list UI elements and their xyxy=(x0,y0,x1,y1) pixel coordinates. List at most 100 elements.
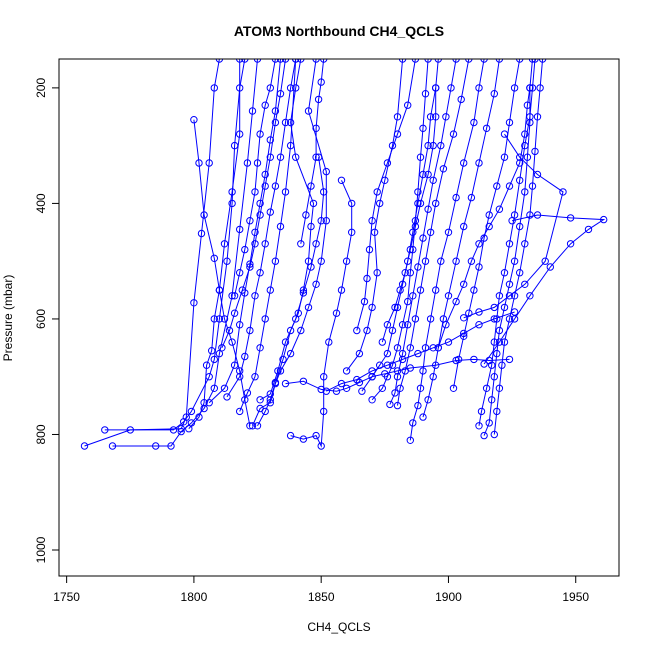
data-point xyxy=(480,59,488,63)
data-point xyxy=(566,240,575,248)
data-point xyxy=(482,384,491,392)
data-point xyxy=(200,399,208,407)
data-point xyxy=(452,59,460,63)
series-30 xyxy=(230,59,280,300)
data-point xyxy=(271,118,280,127)
data-point xyxy=(393,373,402,381)
series-20 xyxy=(406,59,488,444)
data-point xyxy=(228,188,236,196)
data-point xyxy=(386,400,394,409)
series-31 xyxy=(218,59,290,352)
y-tick-label: 400 xyxy=(34,193,48,213)
data-point xyxy=(223,393,231,401)
series-14 xyxy=(342,59,407,375)
data-point xyxy=(297,240,305,248)
data-point xyxy=(348,199,356,208)
data-point xyxy=(393,401,402,410)
data-point xyxy=(477,407,486,416)
data-point xyxy=(495,205,504,213)
data-point xyxy=(317,217,325,225)
data-point xyxy=(442,321,450,329)
data-point xyxy=(442,113,450,121)
data-point xyxy=(495,326,504,335)
data-point xyxy=(493,315,501,323)
data-point xyxy=(307,182,315,190)
data-point xyxy=(493,349,501,358)
data-point xyxy=(368,303,376,312)
data-point xyxy=(220,240,229,248)
data-point xyxy=(253,422,262,430)
data-point xyxy=(299,435,308,443)
data-point xyxy=(432,84,440,92)
data-point xyxy=(312,153,320,161)
data-point xyxy=(495,338,504,346)
data-point xyxy=(208,347,216,355)
x-tick-label: 1750 xyxy=(53,590,80,604)
data-point xyxy=(299,286,308,294)
data-point xyxy=(80,442,89,450)
data-point xyxy=(368,367,376,375)
data-point xyxy=(546,263,554,271)
series-line xyxy=(259,157,325,401)
data-point xyxy=(559,188,567,196)
data-point xyxy=(322,387,330,395)
data-point xyxy=(516,176,524,185)
data-point xyxy=(195,159,203,167)
data-point xyxy=(401,269,409,277)
data-point xyxy=(312,124,320,133)
data-point xyxy=(246,217,254,225)
series-32 xyxy=(297,59,328,248)
data-point xyxy=(332,387,341,395)
data-point xyxy=(215,315,224,323)
data-point xyxy=(426,315,435,323)
data-point xyxy=(342,257,351,265)
data-point xyxy=(253,159,262,167)
data-point xyxy=(510,292,519,300)
data-point xyxy=(365,245,374,254)
data-point xyxy=(241,396,249,404)
data-point xyxy=(215,286,224,294)
data-point xyxy=(526,118,534,127)
data-point xyxy=(404,257,412,265)
data-point xyxy=(523,101,532,109)
data-point xyxy=(406,269,414,277)
data-point xyxy=(246,422,254,430)
data-point xyxy=(516,59,524,63)
data-point xyxy=(307,222,315,231)
data-point xyxy=(325,338,333,346)
data-point xyxy=(348,228,356,237)
data-point xyxy=(490,303,498,312)
data-point xyxy=(416,384,425,392)
data-point xyxy=(337,176,346,185)
data-point xyxy=(475,84,483,92)
data-point xyxy=(444,292,453,300)
data-point xyxy=(368,373,376,381)
data-point xyxy=(439,165,448,173)
data-point xyxy=(406,436,414,444)
data-point xyxy=(218,344,226,352)
data-point xyxy=(177,427,185,436)
data-point xyxy=(452,257,460,265)
data-point xyxy=(414,263,422,271)
data-point xyxy=(373,269,381,277)
data-point xyxy=(281,379,290,388)
series-16 xyxy=(358,59,442,395)
data-point xyxy=(414,188,422,196)
data-point xyxy=(248,107,257,115)
data-point xyxy=(409,292,417,300)
data-point xyxy=(256,269,264,277)
data-point xyxy=(485,222,493,231)
data-point xyxy=(414,199,422,208)
data-point xyxy=(266,153,274,161)
data-point xyxy=(480,360,488,368)
data-point xyxy=(416,286,425,294)
data-point xyxy=(271,182,280,190)
data-point xyxy=(409,245,417,254)
data-point xyxy=(533,170,542,179)
series-line xyxy=(193,119,251,426)
data-point xyxy=(429,344,437,352)
data-point xyxy=(292,153,300,161)
data-point xyxy=(253,59,262,63)
data-point xyxy=(368,217,376,225)
data-point xyxy=(266,84,274,92)
